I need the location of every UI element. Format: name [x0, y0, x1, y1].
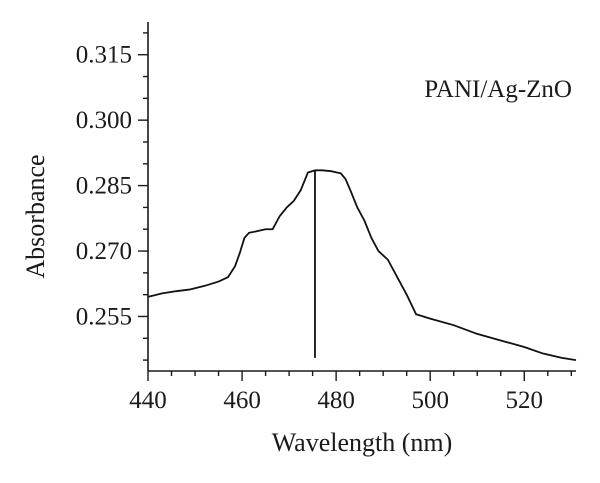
- sample-label: PANI/Ag-ZnO: [424, 76, 572, 103]
- x-tick-label: 440: [129, 387, 167, 414]
- y-ticks: 0.255 0.270 0.285 0.300 0.315: [76, 32, 148, 361]
- y-tick-label: 0.270: [76, 238, 132, 265]
- x-axis-title: Wavelength (nm): [272, 428, 453, 457]
- x-tick-label: 460: [223, 387, 261, 414]
- y-tick-label: 0.315: [76, 42, 132, 69]
- y-axis-title: Absorbance: [21, 154, 50, 278]
- x-ticks: 440 460 480 500 520: [129, 371, 572, 414]
- x-tick-label: 500: [411, 387, 449, 414]
- y-tick-label: 0.285: [76, 173, 132, 200]
- axes: [147, 22, 576, 372]
- y-tick-label: 0.300: [76, 107, 132, 134]
- x-tick-label: 520: [506, 387, 544, 414]
- x-tick-label: 480: [317, 387, 355, 414]
- absorbance-series-line: [147, 169, 577, 361]
- y-tick-label: 0.255: [76, 303, 132, 330]
- plot-area: [147, 169, 577, 361]
